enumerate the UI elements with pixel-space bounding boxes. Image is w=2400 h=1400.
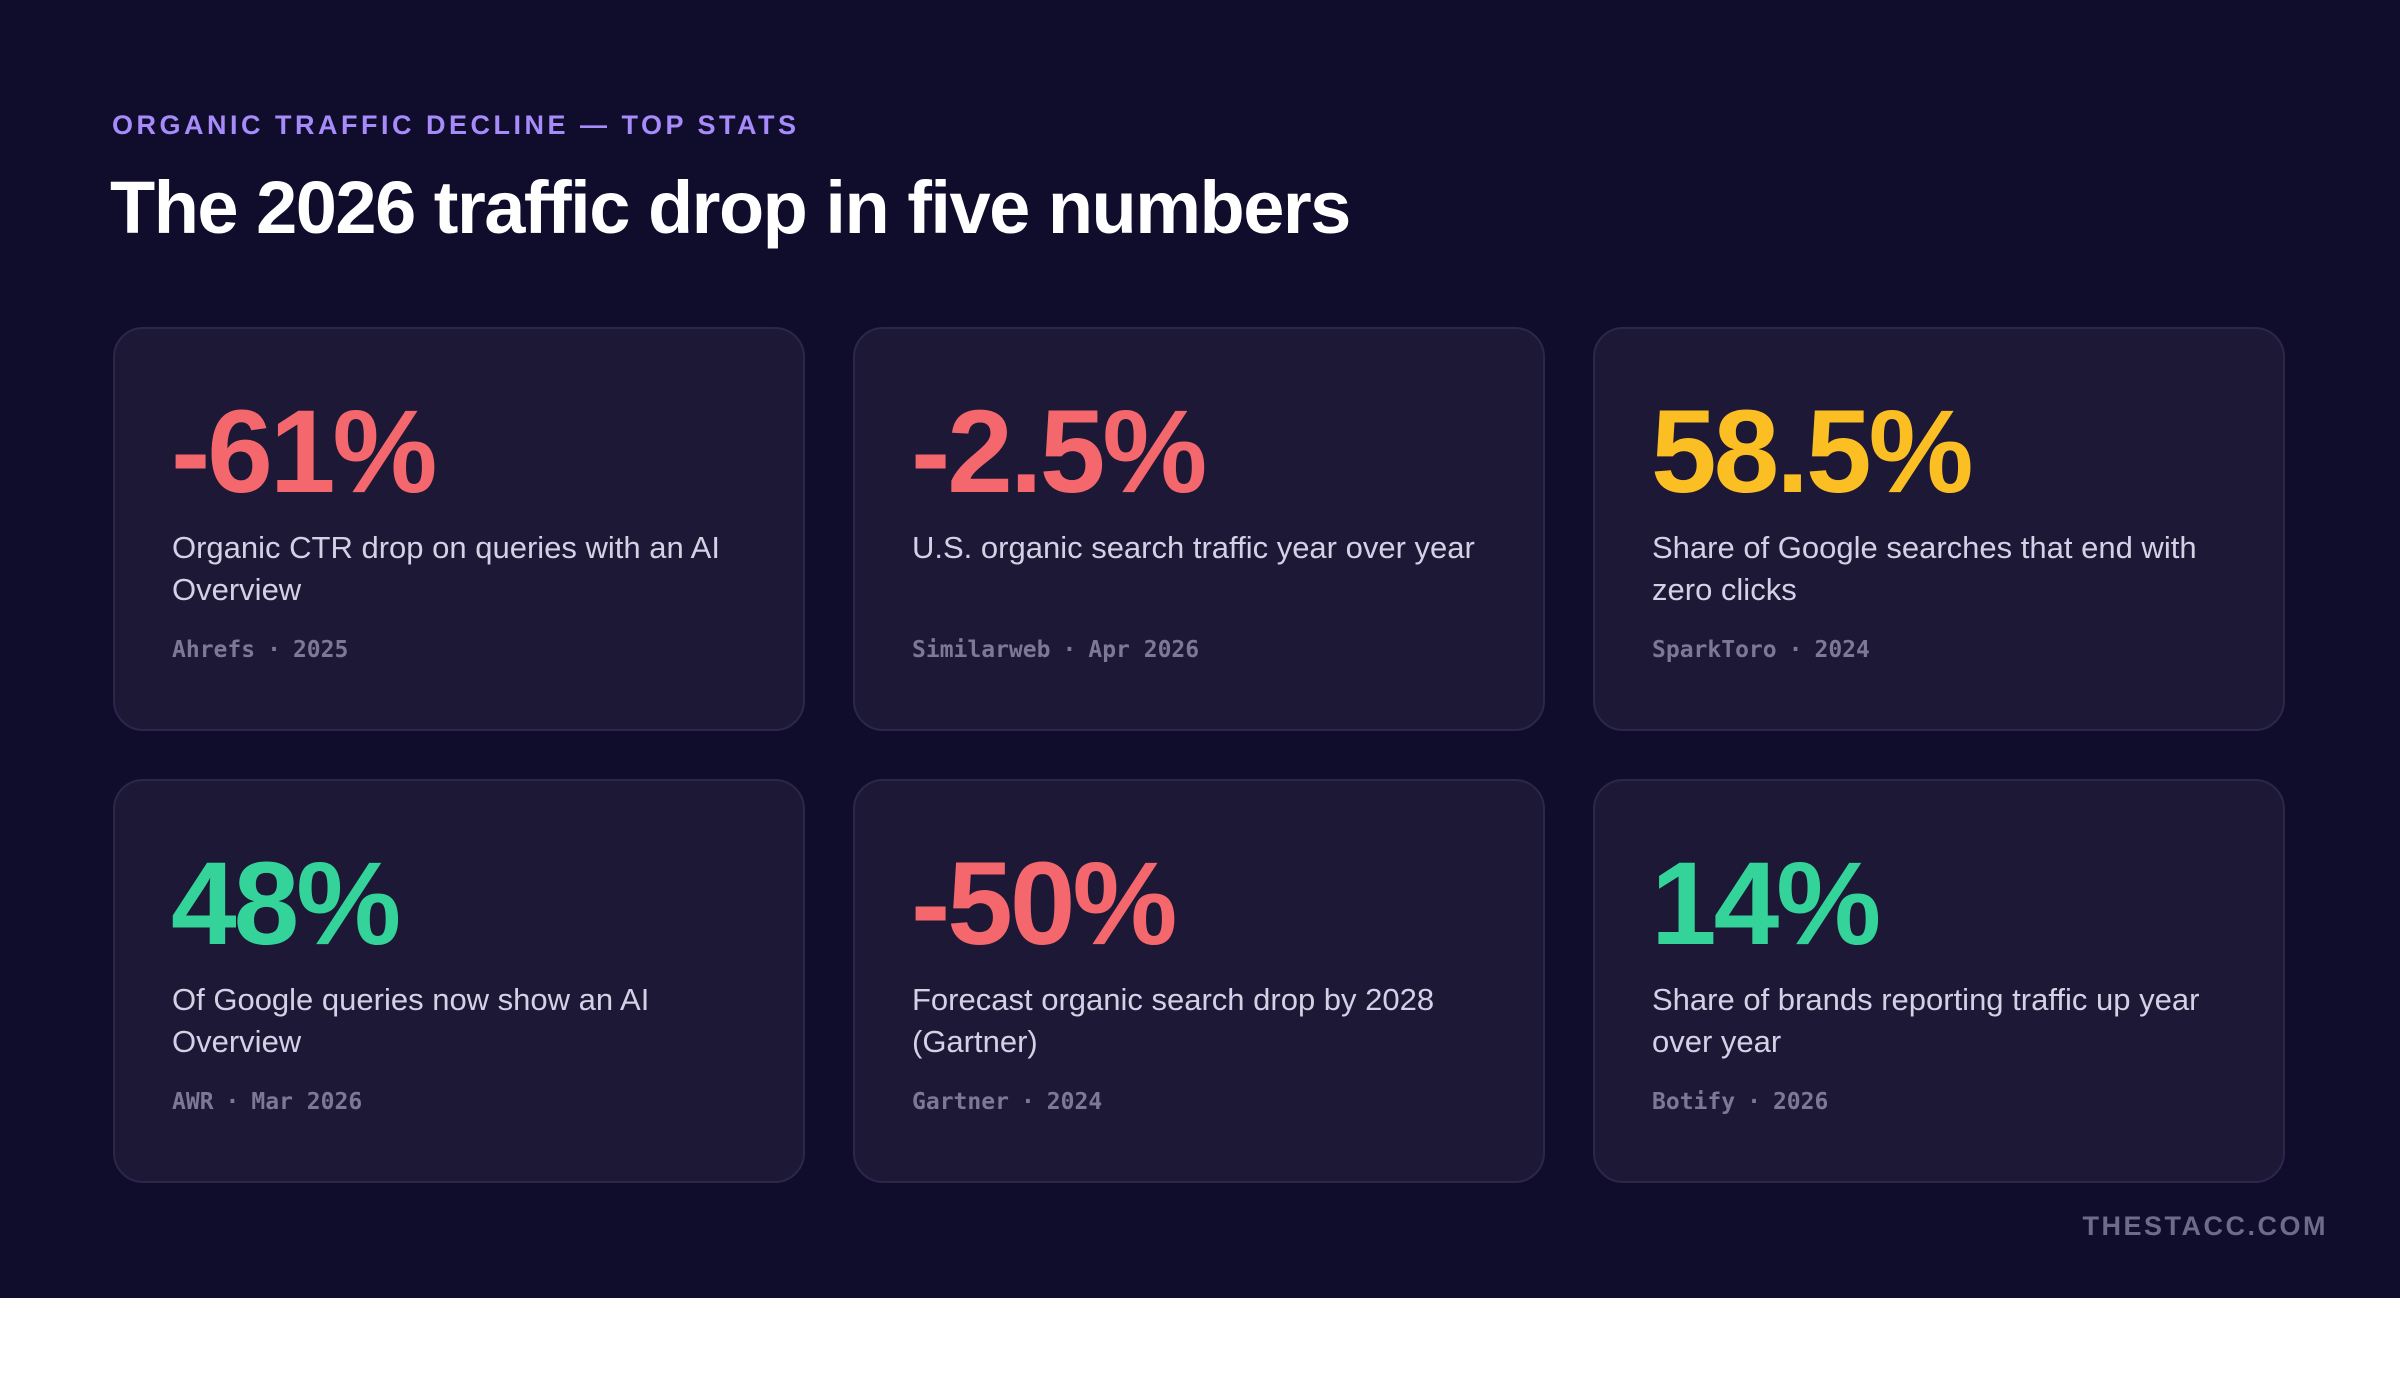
- source-name: Similarweb: [912, 637, 1051, 663]
- source-date: Mar 2026: [251, 1089, 363, 1115]
- stat-value: 58.5%: [1651, 386, 1974, 518]
- source-date: Apr 2026: [1088, 637, 1200, 663]
- stat-value: -2.5%: [911, 386, 1207, 518]
- stat-source: AWR · Mar 2026: [172, 1089, 362, 1115]
- stat-card: -2.5% U.S. organic search traffic year o…: [853, 327, 1545, 731]
- source-name: SparkToro: [1652, 637, 1777, 663]
- stat-card: -50% Forecast organic search drop by 202…: [853, 779, 1545, 1183]
- source-name: Ahrefs: [172, 637, 256, 663]
- stat-value: 48%: [171, 838, 401, 970]
- stat-card: 58.5% Share of Google searches that end …: [1593, 327, 2285, 731]
- source-date: 2025: [292, 637, 349, 663]
- stat-description: Share of brands reporting traffic up yea…: [1652, 982, 2200, 1059]
- source-date: 2026: [1772, 1089, 1829, 1115]
- stat-source: SparkToro · 2024: [1652, 637, 1870, 663]
- stat-card: 48% Of Google queries now show an AI Ove…: [113, 779, 805, 1183]
- source-separator: ·: [1020, 1089, 1035, 1115]
- brand-footer: THESTACC.COM: [2082, 1211, 2328, 1241]
- stat-description: Organic CTR drop on queries with an AI O…: [172, 530, 720, 607]
- stat-source: Botify · 2026: [1652, 1089, 1828, 1115]
- stat-source: Gartner · 2024: [912, 1089, 1102, 1115]
- stat-source: Ahrefs · 2025: [172, 637, 348, 663]
- infographic-panel: ORGANIC TRAFFIC DECLINE — TOP STATS The …: [0, 0, 2400, 1298]
- stat-card: 14% Share of brands reporting traffic up…: [1593, 779, 2285, 1183]
- source-separator: ·: [1788, 637, 1803, 663]
- source-name: Gartner: [912, 1089, 1009, 1115]
- stat-description: U.S. organic search traffic year over ye…: [912, 530, 1475, 565]
- eyebrow-label: ORGANIC TRAFFIC DECLINE — TOP STATS: [112, 110, 800, 140]
- stat-value: -61%: [171, 386, 437, 518]
- stat-card: -61% Organic CTR drop on queries with an…: [113, 327, 805, 731]
- source-name: AWR: [172, 1089, 214, 1115]
- source-separator: ·: [225, 1089, 240, 1115]
- stat-value: 14%: [1651, 838, 1881, 970]
- stat-description: Share of Google searches that end with z…: [1652, 530, 2197, 607]
- stat-description: Of Google queries now show an AI Overvie…: [172, 982, 650, 1059]
- stat-value: -50%: [911, 838, 1177, 970]
- source-date: 2024: [1814, 637, 1870, 663]
- source-date: 2024: [1046, 1089, 1103, 1115]
- source-separator: ·: [1062, 637, 1077, 663]
- page-title: The 2026 traffic drop in five numbers: [110, 166, 1351, 249]
- stat-source: Similarweb · Apr 2026: [912, 637, 1199, 663]
- source-separator: ·: [267, 637, 281, 663]
- stat-description: Forecast organic search drop by 2028 (Ga…: [912, 982, 1435, 1059]
- source-name: Botify: [1652, 1089, 1736, 1115]
- source-separator: ·: [1747, 1089, 1761, 1115]
